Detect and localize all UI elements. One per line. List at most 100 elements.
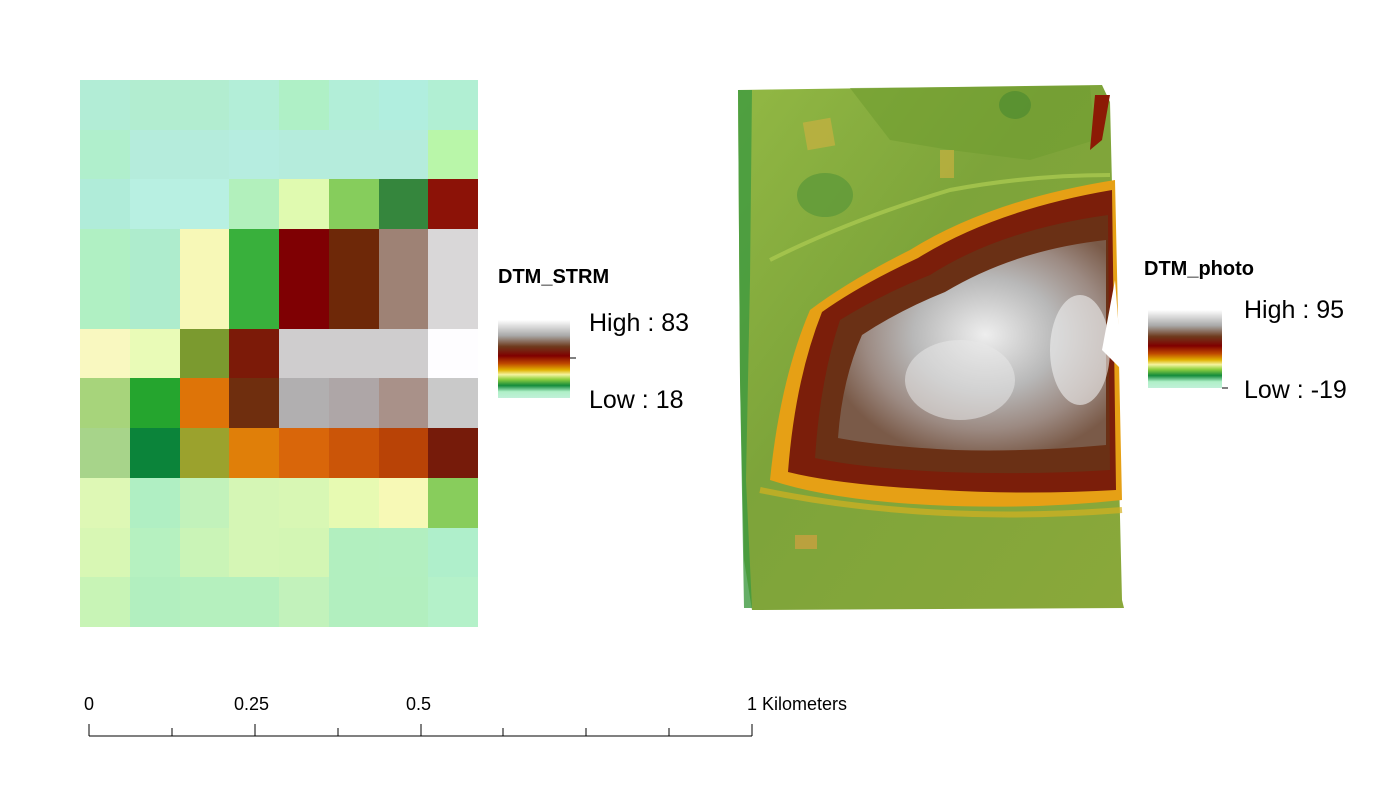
scale-label-1km: 1 Kilometers — [747, 694, 848, 714]
strm-cell — [129, 278, 180, 329]
strm-cell — [279, 328, 329, 379]
strm-cell — [328, 378, 379, 429]
strm-cell — [80, 378, 130, 429]
strm-cell — [179, 428, 230, 478]
strm-cell — [279, 129, 329, 180]
strm-cell — [328, 80, 379, 130]
strm-cell — [279, 477, 329, 528]
strm-cell — [229, 229, 279, 279]
strm-cell — [328, 527, 379, 578]
strm-cell — [279, 378, 329, 429]
strm-cell — [179, 229, 230, 279]
strm-cell — [80, 179, 130, 230]
strm-cell — [129, 527, 180, 578]
strm-cell — [129, 378, 180, 429]
strm-cell — [80, 577, 130, 627]
strm-legend-low-label: Low : 18 — [589, 386, 684, 414]
photo-legend-high-label: High : 95 — [1244, 296, 1345, 324]
strm-cell — [378, 80, 429, 130]
photo-legend-low-label: Low : -19 — [1244, 376, 1347, 404]
strm-cell — [229, 80, 279, 130]
strm-cell — [229, 428, 279, 478]
strm-cell — [378, 229, 429, 279]
strm-cell — [378, 378, 429, 429]
strm-cell — [328, 477, 379, 528]
strm-legend-high-label: High : 83 — [589, 309, 690, 337]
strm-cell — [80, 278, 130, 329]
strm-cell — [378, 428, 429, 478]
strm-cell — [378, 527, 429, 578]
strm-cell — [179, 527, 230, 578]
strm-cell — [428, 179, 478, 230]
strm-cell — [80, 80, 130, 130]
strm-cell — [229, 328, 279, 379]
strm-cell — [229, 378, 279, 429]
strm-cell — [129, 129, 180, 180]
strm-cell — [229, 129, 279, 180]
strm-cell — [378, 477, 429, 528]
strm-cell — [179, 129, 230, 180]
strm-cell — [129, 229, 180, 279]
strm-cell — [129, 179, 180, 230]
strm-cell — [428, 527, 478, 578]
strm-cell — [428, 129, 478, 180]
strm-legend-color-ramp — [498, 320, 576, 398]
scale-label-05: 0.5 — [406, 694, 432, 714]
strm-cell — [428, 278, 478, 329]
strm-cell — [179, 278, 230, 329]
strm-cell — [80, 328, 130, 379]
strm-cell — [428, 80, 478, 130]
strm-cell — [279, 80, 329, 130]
photo-legend-color-ramp — [1148, 310, 1228, 389]
strm-cell — [279, 577, 329, 627]
strm-cell — [378, 577, 429, 627]
strm-cell — [428, 477, 478, 528]
strm-cell — [378, 278, 429, 329]
strm-cell — [80, 477, 130, 528]
strm-cell — [80, 229, 130, 279]
photo-raster-map — [738, 85, 1124, 610]
strm-cell — [229, 477, 279, 528]
strm-cell — [179, 477, 230, 528]
photo-legend-title: DTM_photo — [1144, 258, 1254, 280]
strm-cell — [279, 278, 329, 329]
strm-cell — [179, 328, 230, 379]
strm-cell — [279, 527, 329, 578]
strm-cell — [179, 179, 230, 230]
strm-cell — [129, 328, 180, 379]
strm-cell — [229, 278, 279, 329]
strm-cell — [279, 428, 329, 478]
strm-cell — [80, 428, 130, 478]
strm-cell — [80, 129, 130, 180]
strm-cell — [328, 428, 379, 478]
strm-cell — [328, 328, 379, 379]
strm-legend-title: DTM_STRM — [498, 266, 610, 288]
strm-cell — [328, 229, 379, 279]
strm-cell — [129, 477, 180, 528]
strm-cell — [279, 229, 329, 279]
strm-cell — [279, 179, 329, 230]
strm-cell — [428, 328, 478, 379]
strm-cell — [129, 577, 180, 627]
strm-cell — [328, 179, 379, 230]
strm-raster-map — [80, 80, 478, 627]
scale-label-0: 0 — [84, 694, 95, 714]
strm-cell — [179, 378, 230, 429]
strm-cell — [80, 527, 130, 578]
strm-cell — [179, 577, 230, 627]
strm-cell — [229, 527, 279, 578]
strm-cell — [428, 378, 478, 429]
strm-cell — [378, 328, 429, 379]
strm-cell — [378, 179, 429, 230]
strm-cell — [229, 179, 279, 230]
strm-cell — [428, 428, 478, 478]
scale-label-025: 0.25 — [234, 694, 270, 714]
strm-cell — [229, 577, 279, 627]
strm-cell — [328, 577, 379, 627]
strm-cell — [179, 80, 230, 130]
strm-cell — [378, 129, 429, 180]
strm-cell — [129, 80, 180, 130]
strm-cell — [328, 278, 379, 329]
strm-cell — [129, 428, 180, 478]
strm-cell — [428, 229, 478, 279]
